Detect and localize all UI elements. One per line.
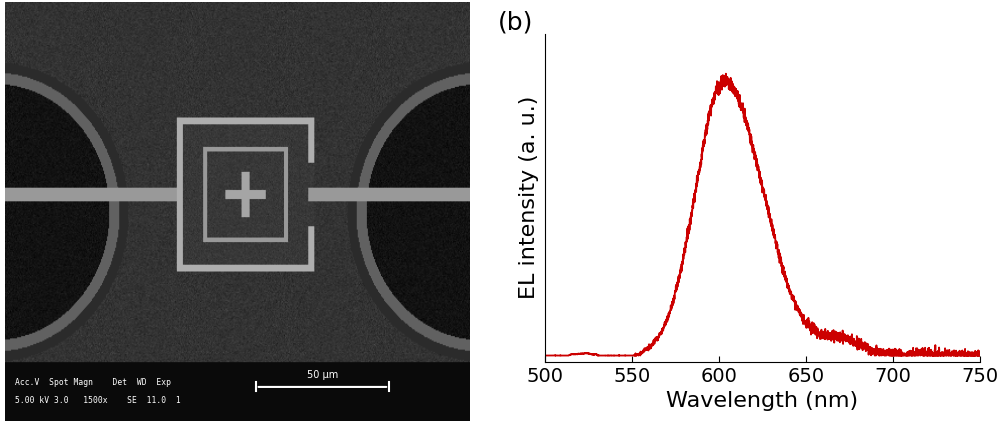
Text: 50 μm: 50 μm xyxy=(307,370,338,380)
Y-axis label: EL intensity (a. u.): EL intensity (a. u.) xyxy=(519,96,539,299)
Text: (b): (b) xyxy=(498,11,533,35)
Text: 5.00 kV 3.0   1500x    SE  11.0  1: 5.00 kV 3.0 1500x SE 11.0 1 xyxy=(15,396,181,405)
Text: Acc.V  Spot Magn    Det  WD  Exp: Acc.V Spot Magn Det WD Exp xyxy=(15,378,171,387)
X-axis label: Wavelength (nm): Wavelength (nm) xyxy=(666,391,859,411)
